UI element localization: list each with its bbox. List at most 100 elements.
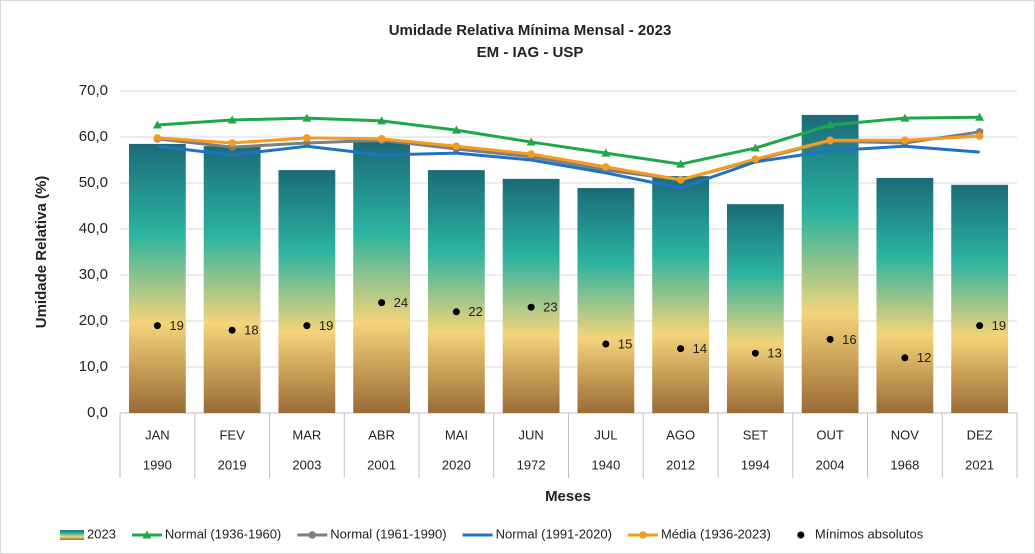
data-label: 19	[169, 318, 183, 333]
x-tick-year: 1968	[890, 457, 919, 472]
x-axis-title: Meses	[545, 488, 591, 505]
data-label: 18	[244, 323, 258, 338]
x-tick-label: FEV	[219, 427, 245, 442]
bar	[427, 170, 485, 413]
x-tick-label: SET	[743, 427, 768, 442]
x-tick-year: 1940	[591, 457, 620, 472]
line	[157, 144, 980, 190]
point	[826, 335, 834, 343]
marker	[639, 531, 647, 539]
marker	[601, 148, 611, 157]
x-tick-label: NOV	[891, 427, 920, 442]
point	[901, 354, 909, 362]
chart-subtitle: EM - IAG - USP	[477, 44, 584, 61]
marker	[452, 142, 461, 150]
y-axis-title: Umidade Relativa (%)	[33, 176, 50, 329]
x-tick-label: DEZ	[967, 427, 993, 442]
point	[228, 326, 236, 334]
bar	[951, 184, 1009, 413]
y-tick-label: 60,0	[79, 128, 108, 145]
marker	[826, 136, 834, 145]
data-label: 23	[543, 300, 557, 315]
point	[677, 345, 685, 353]
marker	[308, 531, 317, 539]
bar	[203, 146, 261, 413]
point	[303, 322, 311, 330]
marker	[751, 155, 760, 163]
x-tick-year: 2004	[816, 457, 845, 472]
marker	[975, 132, 984, 140]
x-tick-label: OUT	[816, 427, 844, 442]
marker	[901, 136, 909, 145]
x-tick-label: JUN	[518, 427, 543, 442]
bar	[502, 178, 560, 413]
marker	[975, 112, 985, 121]
x-tick-label: MAR	[292, 427, 321, 442]
point	[452, 308, 460, 316]
y-tick-label: 20,0	[79, 312, 108, 329]
point	[527, 303, 535, 311]
legend-label: Normal (1991-2020)	[496, 526, 612, 541]
y-tick-label: 0,0	[87, 404, 108, 421]
marker	[377, 135, 386, 143]
data-label: 12	[917, 350, 931, 365]
bar	[128, 143, 186, 413]
bar	[801, 114, 859, 414]
data-label: 22	[468, 304, 482, 319]
point	[751, 349, 759, 357]
marker	[142, 530, 152, 539]
marker	[526, 137, 536, 146]
y-tick-label: 40,0	[79, 220, 108, 237]
x-tick-year: 1994	[741, 457, 770, 472]
marker	[527, 150, 535, 158]
legend-swatch	[60, 530, 84, 540]
x-tick-year: 2003	[292, 457, 321, 472]
point	[976, 322, 984, 330]
x-tick-year: 1990	[143, 457, 172, 472]
data-label: 15	[618, 336, 632, 351]
legend-swatch	[797, 531, 805, 539]
y-tick-label: 70,0	[79, 82, 108, 99]
data-label: 19	[319, 318, 333, 333]
x-tick-year: 2012	[666, 457, 695, 472]
bar	[278, 170, 336, 413]
line	[157, 115, 980, 166]
x-tick-year: 2021	[965, 457, 994, 472]
x-tick-label: AGO	[666, 427, 695, 442]
legend-label: Normal (1961-1990)	[330, 526, 446, 541]
legend-label: Mínimos absolutos	[815, 526, 924, 541]
marker	[825, 120, 835, 129]
legend-label: Média (1936-2023)	[661, 526, 771, 541]
data-label: 19	[992, 318, 1006, 333]
x-tick-label: ABR	[368, 427, 395, 442]
marker	[750, 143, 760, 152]
bar	[876, 177, 934, 413]
bar	[577, 188, 635, 413]
marker	[451, 125, 461, 134]
x-tick-year: 2001	[367, 457, 396, 472]
bar	[353, 142, 411, 413]
marker	[602, 163, 610, 171]
marker	[302, 113, 312, 122]
point	[378, 299, 386, 307]
x-tick-year: 2019	[218, 457, 247, 472]
x-tick-year: 1972	[517, 457, 546, 472]
marker	[377, 116, 387, 125]
bar	[652, 176, 710, 413]
data-label: 16	[842, 332, 856, 347]
point	[153, 322, 161, 330]
bar	[726, 204, 784, 413]
x-tick-year: 2020	[442, 457, 471, 472]
y-tick-label: 50,0	[79, 174, 108, 191]
data-label: 13	[767, 346, 781, 361]
marker	[676, 159, 686, 168]
marker	[303, 134, 311, 142]
x-tick-label: MAI	[445, 427, 468, 442]
y-tick-label: 30,0	[79, 266, 108, 283]
data-label: 14	[693, 341, 707, 356]
legend-label: Normal (1936-1960)	[165, 526, 281, 541]
marker	[676, 175, 685, 184]
x-tick-label: JUL	[594, 427, 617, 442]
marker	[153, 134, 162, 142]
chart-title: Umidade Relativa Mínima Mensal - 2023	[389, 22, 672, 39]
